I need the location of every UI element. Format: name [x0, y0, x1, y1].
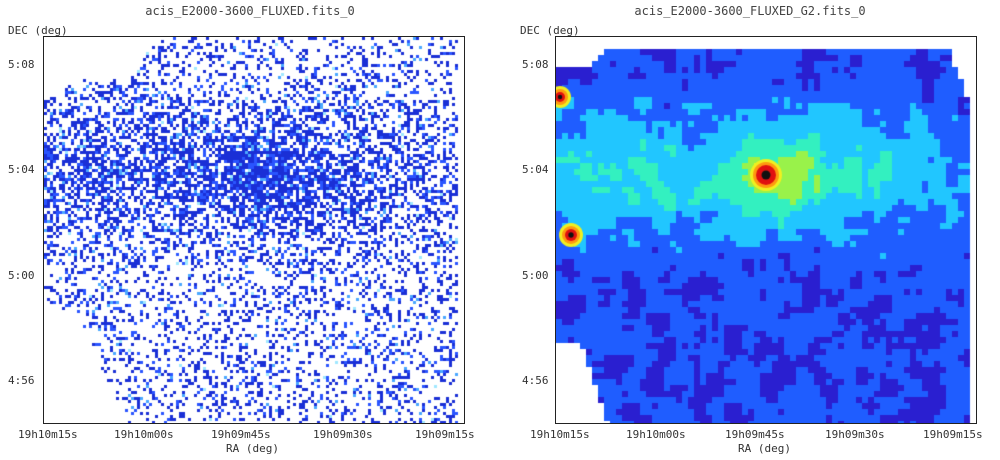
- left-xtick-2: 19h09m45s: [211, 428, 271, 441]
- right-xtick-3: 19h09m30s: [825, 428, 885, 441]
- right-image-plot[interactable]: [555, 36, 977, 424]
- right-image-panel: acis_E2000-3600_FLUXED_G2.fits_0 DEC (de…: [500, 0, 1000, 460]
- right-xtick-2: 19h09m45s: [725, 428, 785, 441]
- left-ytick-1: 5:04: [8, 163, 35, 176]
- right-ytick-0: 5:08: [522, 58, 549, 71]
- right-panel-title: acis_E2000-3600_FLUXED_G2.fits_0: [634, 4, 866, 18]
- left-ytick-0: 5:08: [8, 58, 35, 71]
- right-xlabel: RA (deg): [738, 442, 791, 455]
- right-xtick-1: 19h10m00s: [626, 428, 686, 441]
- right-image-canvas: [556, 37, 976, 423]
- left-xtick-4: 19h09m15s: [415, 428, 475, 441]
- left-ytick-2: 5:00: [8, 269, 35, 282]
- left-xtick-3: 19h09m30s: [313, 428, 373, 441]
- right-xtick-0: 19h10m15s: [530, 428, 590, 441]
- right-ytick-1: 5:04: [522, 163, 549, 176]
- left-panel-title: acis_E2000-3600_FLUXED.fits_0: [145, 4, 355, 18]
- right-ytick-3: 4:56: [522, 374, 549, 387]
- left-image-canvas: [44, 37, 464, 423]
- left-xlabel: RA (deg): [226, 442, 279, 455]
- left-ytick-3: 4:56: [8, 374, 35, 387]
- left-ylabel: DEC (deg): [8, 24, 68, 37]
- right-xtick-4: 19h09m15s: [923, 428, 983, 441]
- right-ytick-2: 5:00: [522, 269, 549, 282]
- right-ylabel: DEC (deg): [520, 24, 580, 37]
- left-image-panel: acis_E2000-3600_FLUXED.fits_0 DEC (deg) …: [8, 4, 475, 455]
- left-xtick-1: 19h10m00s: [114, 428, 174, 441]
- left-xtick-0: 19h10m15s: [18, 428, 78, 441]
- left-image-plot[interactable]: [43, 36, 465, 424]
